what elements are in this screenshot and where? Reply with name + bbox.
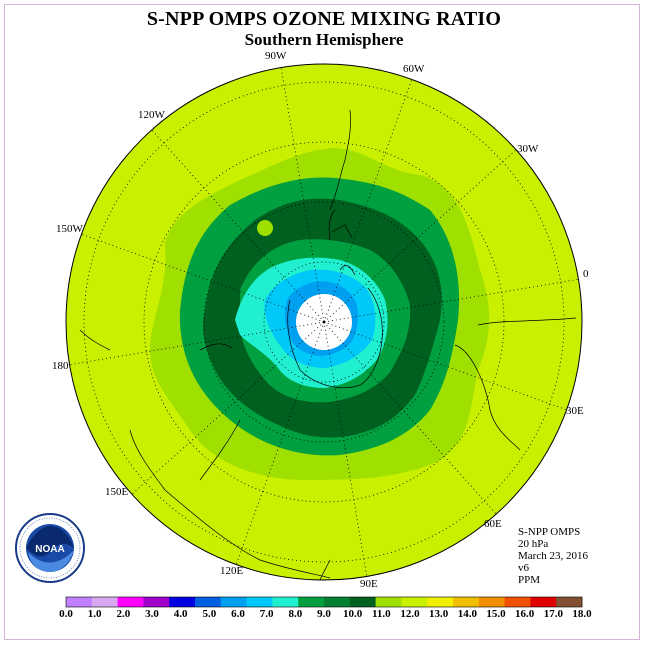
noaa-logo-text: NOAA	[35, 544, 64, 555]
colorbar-tick-label: 0.0	[59, 608, 73, 620]
colorbar-swatch	[195, 597, 222, 607]
ozone-patch	[257, 220, 273, 236]
coastlines	[79, 109, 577, 580]
lon-label-60e: 60E	[484, 518, 502, 530]
lon-label-120e: 120E	[220, 565, 244, 577]
colorbar-tick-label: 5.0	[202, 608, 217, 620]
colorbar	[65, 596, 583, 608]
lon-label-30e: 30E	[566, 405, 584, 417]
colorbar-swatch	[324, 597, 351, 607]
colorbar-border	[65, 596, 583, 608]
colorbar-swatch	[453, 597, 480, 607]
colorbar-swatch	[401, 597, 428, 607]
colorbar-swatch	[478, 597, 505, 607]
colorbar-swatch	[427, 597, 454, 607]
colorbar-tick-label: 17.0	[543, 608, 563, 620]
colorbar-swatch	[91, 597, 118, 607]
info-date: March 23, 2016	[518, 550, 588, 562]
colorbar-tick-label: 15.0	[486, 608, 506, 620]
colorbar-tick-label: 3.0	[145, 608, 159, 620]
colorbar-tick-label: 13.0	[429, 608, 449, 620]
colorbar-swatch	[220, 597, 247, 607]
south-pole-marker	[322, 320, 326, 324]
lon-label-180: 180	[52, 360, 69, 372]
lon-label-90w: 90W	[265, 50, 287, 62]
colorbar-tick-label: 18.0	[572, 608, 592, 620]
colorbar-tick-label: 14.0	[457, 608, 477, 620]
lon-label-120w: 120W	[138, 109, 165, 121]
colorbar-swatch	[530, 597, 557, 607]
colorbar-swatch	[272, 597, 299, 607]
colorbar-tick-label: 4.0	[173, 608, 188, 620]
colorbar-tick-label: 10.0	[343, 608, 363, 620]
info-units: PPM	[518, 574, 541, 586]
noaa-logo-icon: NOAA	[15, 513, 85, 583]
colorbar-tick-label: 16.0	[515, 608, 535, 620]
lon-label-150e: 150E	[105, 486, 129, 498]
colorbar-swatch	[143, 597, 170, 607]
colorbar-tick-label: 7.0	[259, 608, 274, 620]
colorbar-tick-label: 1.0	[87, 608, 102, 620]
lon-label-0: 0	[583, 268, 589, 280]
graticule	[67, 66, 581, 579]
lon-label-90e: 90E	[360, 578, 378, 590]
lon-label-150w: 150W	[56, 223, 83, 235]
colorbar-tick-label: 12.0	[400, 608, 420, 620]
map-subtitle: Southern Hemisphere	[244, 30, 404, 49]
colorbar-swatch	[375, 597, 402, 607]
colorbar-tick-label: 6.0	[231, 608, 245, 620]
info-version: v6	[518, 562, 529, 574]
colorbar-swatch	[169, 597, 196, 607]
map-boundary	[65, 63, 583, 581]
colorbar-swatch	[117, 597, 144, 607]
colorbar-tick-label: 11.0	[372, 608, 391, 620]
lon-label-30w: 30W	[517, 143, 539, 155]
info-instrument: S-NPP OMPS	[518, 526, 581, 538]
figure-frame	[4, 4, 640, 640]
map-title: S-NPP OMPS OZONE MIXING RATIO	[146, 8, 502, 30]
colorbar-swatch	[246, 597, 273, 607]
colorbar-swatch	[66, 597, 93, 607]
colorbar-swatch	[298, 597, 325, 607]
colorbar-swatch	[504, 597, 531, 607]
colorbar-tick-label: 9.0	[317, 608, 331, 620]
colorbar-swatch	[349, 597, 376, 607]
lon-label-60w: 60W	[403, 63, 425, 75]
colorbar-tick-label: 2.0	[116, 608, 131, 620]
info-level: 20 hPa	[518, 538, 549, 550]
colorbar-swatch	[556, 597, 583, 607]
colorbar-tick-label: 8.0	[288, 608, 303, 620]
